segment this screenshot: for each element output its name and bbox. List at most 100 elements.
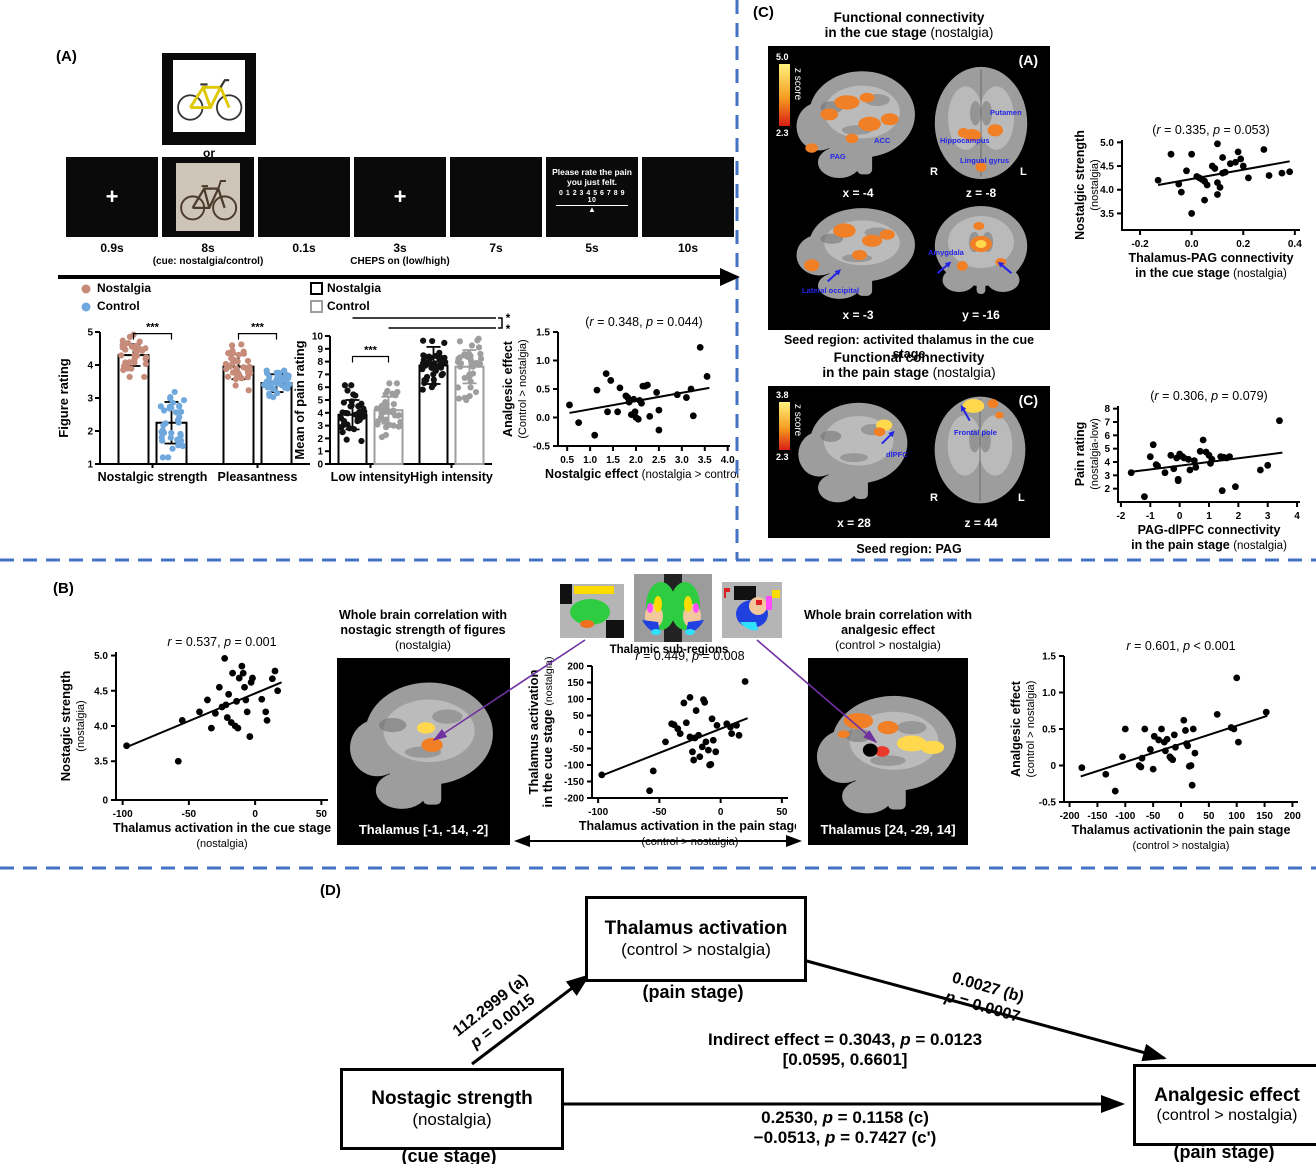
analgesic-vs-nostalgic-scatter: 0.5 1.0 1.5 2.0 2.5 3.0 3.5 4.0 -0.5 0.0 0.5 1.0 1.5… [500, 312, 743, 497]
thalamic-subregions-caption: Thalamic sub-regions [609, 644, 729, 656]
correlation-annotation: (r = 0.348, p = 0.044) [585, 315, 702, 329]
indirect-effect-text: Indirect effect = 0.3043, p = 0.0123 [0.… [707, 1030, 983, 1069]
dot-cloud [374, 380, 404, 441]
sig-stars: *** [146, 322, 160, 334]
y-tick: 5 [87, 328, 93, 339]
axis-label: in the pain stage (nostalgia) [1131, 538, 1287, 552]
comparison-bracket [498, 317, 503, 329]
x-tick: 0 [1178, 811, 1184, 822]
y-tick: 0.5 [536, 385, 550, 396]
x-tick: 1.5 [606, 455, 620, 466]
axis-label: Analgesic effect [501, 340, 515, 437]
y-tick: 4.0 [1100, 185, 1114, 196]
thalamic-subregions-sagittal-2 [722, 582, 782, 643]
region-label-pag: PAG [830, 152, 846, 161]
y-tick: 150 [567, 678, 584, 689]
brain1-title: Whole brain correlation with nostagic st… [338, 608, 508, 652]
frame-duration: 5s [585, 241, 599, 255]
pag-dlpfc-scatter: -2 -1 0 1 2 3 4 2 3 4 5 6 7 8 (r = 0.306, p = 0.079) Pa… [1072, 384, 1308, 567]
frame-fixation-2: + [354, 157, 446, 237]
frame-duration: 0.9s [100, 241, 124, 255]
fc-pain-brain-box: 3.8 2.3 z score (C) x = 28 z = 44 R L dl… [768, 386, 1050, 538]
y-tick: 0 [578, 728, 584, 739]
thalamic-subregions-sagittal [560, 584, 624, 643]
y-tick: 4 [1104, 458, 1110, 469]
x-tick: -50 [652, 807, 667, 818]
colorbar-max: 3.8 [776, 390, 789, 400]
side-l: L [1020, 166, 1027, 178]
axis-label: Thalamus activation [526, 669, 541, 794]
data-points [123, 654, 282, 765]
colorbar-min: 2.3 [776, 128, 789, 138]
pain-seed-caption: Seed region: PAG [856, 542, 962, 556]
fc-cue-brain-box: 5.0 2.3 z score (A) x = -4 z = -8 x = -3… [768, 46, 1050, 330]
dot-cloud [157, 388, 188, 461]
brain-slice-axial [934, 66, 1028, 180]
y-tick: 10 [312, 332, 324, 343]
brain-slice-sag [798, 402, 908, 503]
correlation-annotation: r = 0.601, p < 0.001 [1126, 639, 1235, 653]
axes [115, 652, 328, 801]
dot-cloud [222, 341, 254, 394]
sig-stars: * [506, 311, 511, 325]
y-tick: 6 [1104, 431, 1110, 442]
x-tick: -50 [1146, 811, 1161, 822]
legend-label: Control [97, 299, 140, 313]
fc-pain-title: Functional connectivity in the pain stag… [768, 350, 1050, 380]
side-l: L [1018, 492, 1025, 504]
outcome-stage: (pain stage) [1173, 1142, 1275, 1162]
x-tick: 2.5 [652, 455, 666, 466]
y-tick: 8 [317, 357, 323, 368]
x-tick: 1.0 [583, 455, 597, 466]
frame-duration: 10s [677, 241, 699, 255]
dot-cloud [337, 382, 368, 445]
scatter-b-cue-pain-svg: -100 -50 0 50 -200 -150 -100 -50 0 50 100 150 200 r =… [526, 649, 801, 848]
y-tick: -200 [564, 794, 584, 805]
scatter-b-cue-svg: -100 -50 0 50 3.5 4.0 4.5 5.0 0 r = 0.537, p = 0.… [58, 635, 331, 850]
y-tick: 0.5 [1042, 725, 1056, 736]
panel-c-label: (C) [753, 4, 774, 21]
category-label: Low intensity [331, 470, 411, 484]
x-tick: -100 [1115, 811, 1135, 822]
axis-label: PAG-dlPFC connectivity [1138, 523, 1281, 537]
y-tick: 7 [1104, 418, 1110, 429]
frame-blank-3 [642, 157, 734, 237]
x-tick: 0 [718, 807, 724, 818]
y-axis-label: Mean of pain rating [292, 340, 307, 459]
slice-caption: z = 44 [964, 516, 998, 530]
y-tick: -150 [564, 777, 584, 788]
y-tick: 0 [317, 460, 323, 471]
y-tick: 3 [317, 421, 323, 432]
frame-fixation-1: + [66, 157, 158, 237]
axes [591, 666, 788, 799]
axis-label: (nostalgia) [196, 838, 247, 850]
scatter-b-analgesic-svg: -200 -150 -100 -50 0 50 100 150 200 -0.5 0 0.5 1.0 1.… [1009, 639, 1301, 852]
data-points [566, 343, 711, 439]
legend-swatch [81, 302, 91, 312]
x-tick: -150 [1087, 811, 1107, 822]
data-points [1127, 417, 1283, 501]
regression-line [1129, 451, 1283, 473]
x-tick: 1 [1206, 511, 1212, 522]
fc-cue-title-line2: in the cue stage (nostalgia) [824, 25, 994, 40]
regression-line [126, 681, 283, 749]
cue-photo [176, 163, 240, 231]
slice-caption: x = -4 [842, 186, 874, 200]
y-tick: 5.0 [94, 651, 108, 662]
fc-cue-title: Functional connectivity in the cue stage… [768, 10, 1050, 40]
sig-stars: * [506, 322, 511, 336]
region-label-acc: ACC [874, 136, 891, 145]
y-tick: 3 [87, 394, 93, 405]
fixation-cross: + [105, 184, 119, 209]
legend-swatch [310, 300, 323, 313]
x-tick: -200 [1060, 811, 1080, 822]
x-tick: -100 [588, 807, 608, 818]
brain2-slice [816, 695, 957, 814]
fixation-cross: + [393, 184, 407, 209]
y-tick: 4.5 [94, 686, 108, 697]
mediator-stage: (pain stage) [642, 982, 744, 1002]
x-tick: 0.0 [1185, 239, 1199, 250]
y-tick: 1.0 [536, 356, 550, 367]
cheps-sublabel: CHEPS on (low/high) [350, 256, 450, 267]
dot-cloud [261, 367, 293, 401]
